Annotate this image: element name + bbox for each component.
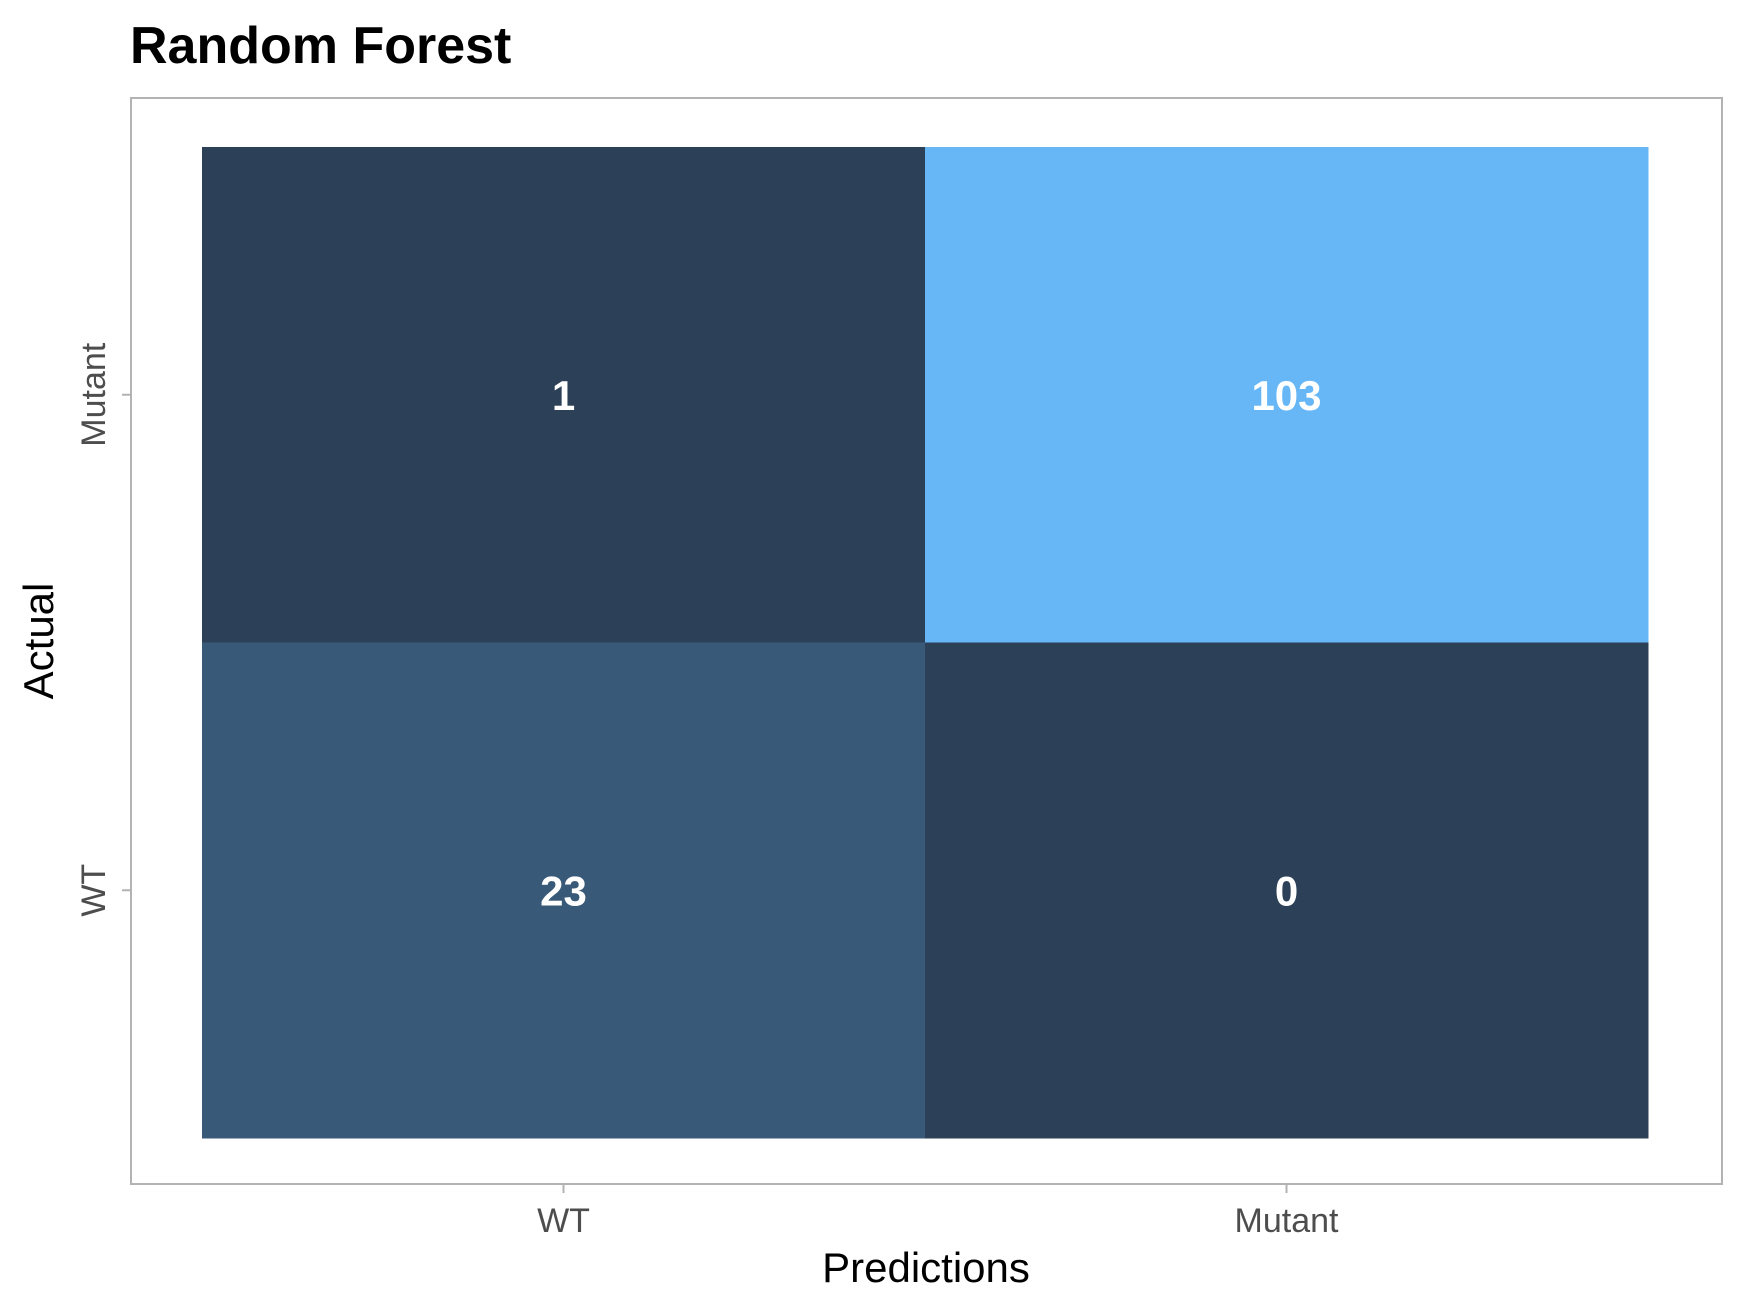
heatmap-cells [202, 147, 1649, 1139]
x-axis-title: Predictions [822, 1244, 1030, 1291]
cell-value-label: 0 [1275, 867, 1298, 914]
y-tick-label: WT [75, 864, 113, 917]
x-tick-label: Mutant [1235, 1202, 1339, 1240]
heatmap-cell-wt-mutant [925, 642, 1649, 1139]
cell-value-labels: 1 103 23 0 [540, 372, 1321, 915]
cell-value-label: 103 [1251, 372, 1321, 419]
y-axis-title: Actual [15, 583, 62, 700]
chart-title: Random Forest [130, 17, 511, 75]
heatmap-cell-mutant-wt [202, 147, 926, 643]
y-axis-ticks: WT Mutant [75, 342, 131, 917]
cell-value-label: 1 [552, 372, 575, 419]
heatmap-cell-mutant-mutant [925, 147, 1649, 643]
x-axis-ticks: WT Mutant [537, 1184, 1339, 1240]
cell-value-label: 23 [540, 867, 587, 914]
plot-panel-border [130, 97, 1723, 1185]
heatmap-cell-wt-wt [202, 642, 926, 1139]
y-tick-label: Mutant [75, 342, 113, 446]
x-tick-label: WT [537, 1202, 590, 1240]
